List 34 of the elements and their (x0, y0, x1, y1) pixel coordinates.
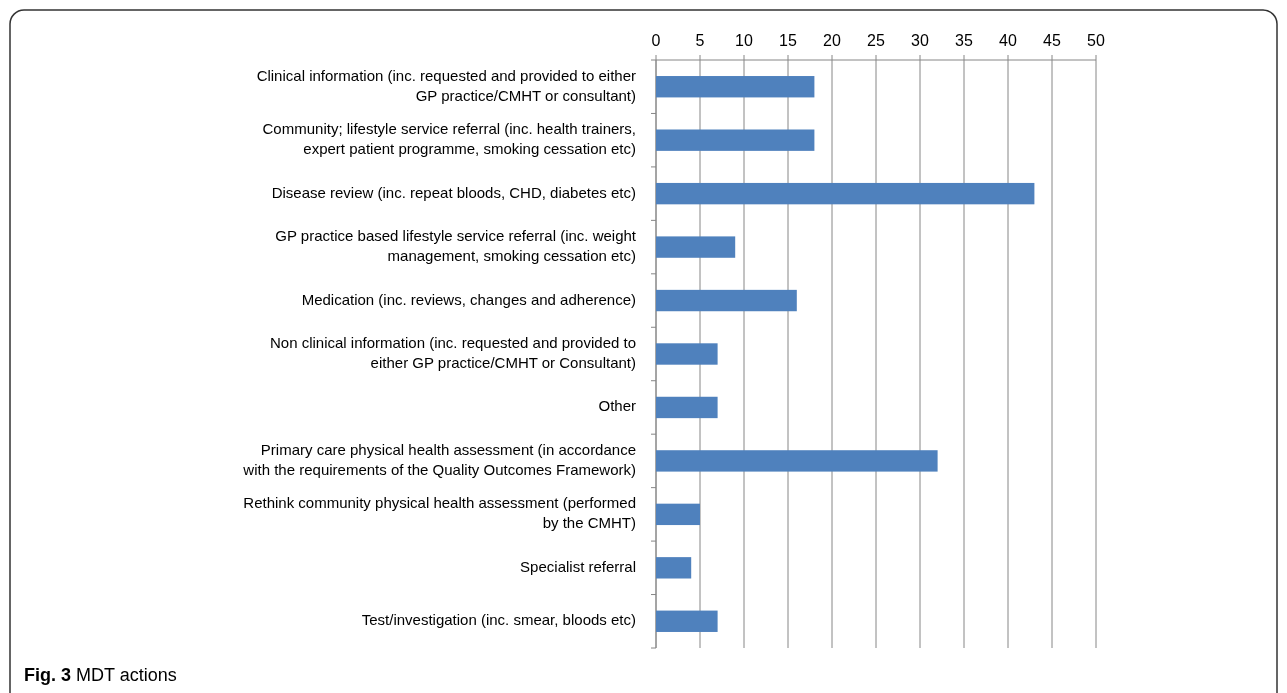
y-tick-label: Primary care physical health assessment (in accordance with the requirements of the Quality Outcomes Framework) (242, 440, 636, 478)
y-tick-label: Rethink community physical health assessment (performed by the CMHT) (243, 494, 636, 532)
bar (656, 129, 815, 151)
y-tick-label: Non clinical information (inc. requested and provided to either GP practice/CMHT or Consultant) (269, 333, 636, 371)
x-tick-label: 40 (999, 32, 1017, 49)
x-tick-label: 0 (651, 32, 661, 49)
bar (656, 610, 718, 632)
x-tick-label: 15 (779, 32, 797, 49)
x-tick-label: 10 (735, 32, 753, 49)
bar (656, 236, 736, 258)
y-tick-label: Specialist referral (520, 557, 636, 575)
bar (656, 450, 938, 472)
caption: Fig. 3 MDT actions (24, 665, 177, 685)
bar (656, 289, 797, 312)
y-tick-label: GP practice based lifestyle service referral (inc. weight management, smoking cessation etc) (275, 227, 637, 265)
x-tick-label: 20 (823, 32, 841, 49)
bar (656, 396, 718, 419)
bar (656, 557, 692, 579)
bar (656, 503, 700, 526)
y-tick-label: Disease review (inc. repeat bloods, CHD, diabetes etc) (271, 183, 636, 201)
x-tick-label: 45 (1043, 32, 1061, 49)
bar (656, 343, 718, 365)
y-tick-label: Other (598, 397, 636, 415)
y-tick-label: Test/investigation (inc. smear, bloods etc) (361, 611, 636, 629)
x-tick-label: 30 (911, 32, 929, 49)
x-tick-label: 5 (695, 32, 705, 49)
y-tick-label: Medication (inc. reviews, changes and adherence) (301, 290, 636, 308)
bar (656, 76, 815, 98)
x-tick-label: 25 (867, 32, 885, 49)
y-tick-label: Clinical information (inc. requested and provided to either GP practice/CMHT or consultant) (256, 66, 636, 104)
x-tick-label: 35 (955, 32, 973, 49)
x-tick-label: 50 (1087, 32, 1105, 49)
bar (656, 182, 1035, 205)
y-tick-label: Community; lifestyle service referral (inc. health trainers, expert patient programme, smoking cessation etc) (262, 120, 636, 158)
